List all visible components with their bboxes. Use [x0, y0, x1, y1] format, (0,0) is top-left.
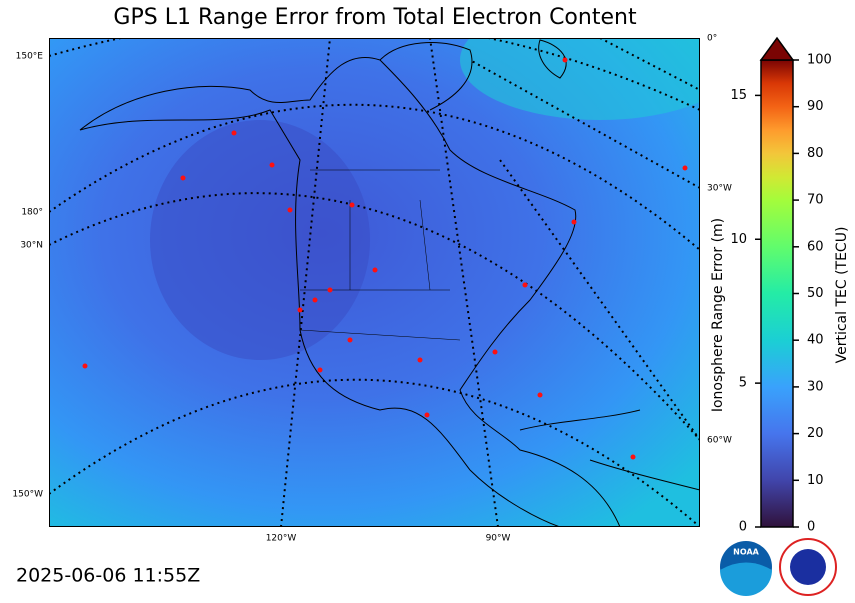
- colorbar-tick-label: 10: [807, 473, 824, 488]
- colorbar-extend: [759, 36, 795, 61]
- borders: [299, 169, 461, 341]
- graticule-label: 60°W: [707, 436, 732, 446]
- colorbar-tick-label: 40: [807, 333, 824, 348]
- map: [49, 38, 700, 527]
- tec-region: [460, 38, 700, 120]
- colorbar-tick-label: 90: [807, 99, 824, 114]
- noaa-logo: NOAA: [720, 541, 772, 596]
- logo-inner: [790, 549, 826, 585]
- colorbar-tick-label: 60: [807, 239, 824, 254]
- graticule-label: 30°W: [707, 184, 732, 194]
- coastline: [79, 56, 621, 527]
- colorbar-tick-label: 30: [807, 379, 824, 394]
- range-tick-label: 10: [730, 232, 747, 247]
- greenland: [538, 39, 567, 79]
- colorbar-tick-label: 100: [807, 53, 832, 68]
- colorbar-label: Vertical TEC (TECU): [834, 227, 850, 364]
- graticule-label: 150°W: [12, 490, 43, 500]
- range-axis-label: Ionosphere Range Error (m): [710, 218, 726, 412]
- colorbar-tick-label: 70: [807, 193, 824, 208]
- colorbar-scale: [760, 59, 794, 528]
- graticule-label: 90°W: [486, 534, 511, 544]
- timestamp: 2025-06-06 11:55Z: [16, 565, 200, 587]
- tec-region: [150, 120, 370, 360]
- colorbar-tick-label: 20: [807, 426, 824, 441]
- graticule-label: 120°W: [266, 534, 297, 544]
- coastline: [379, 42, 473, 111]
- colorbar: Vertical TEC (TECU) Ionosphere Range Err…: [710, 36, 850, 535]
- graticule-labels: 150°E 180° 30°N 150°W 0° 30°W 60°W 120°W…: [12, 34, 732, 544]
- colorbar-tick-label: 50: [807, 286, 824, 301]
- graticule-label: 180°: [21, 208, 43, 218]
- logo-text: NOAA: [733, 548, 759, 557]
- colorbar-tick-label: 0: [807, 520, 815, 535]
- graticule-label: 150°E: [16, 52, 44, 62]
- nws-logo: [779, 538, 837, 596]
- logo-wave: [720, 562, 772, 596]
- range-tick-label: 15: [730, 88, 747, 103]
- stations: [82, 57, 688, 460]
- title: GPS L1 Range Error from Total Electron C…: [113, 5, 637, 30]
- graticule-label: 30°N: [20, 241, 43, 251]
- coastline: [519, 409, 700, 491]
- colorbar-tick-label: 80: [807, 146, 824, 161]
- graticule: [49, 38, 700, 527]
- range-tick-label: 0: [739, 520, 747, 535]
- range-tick-label: 5: [739, 376, 747, 391]
- graticule-label: 0°: [707, 34, 717, 44]
